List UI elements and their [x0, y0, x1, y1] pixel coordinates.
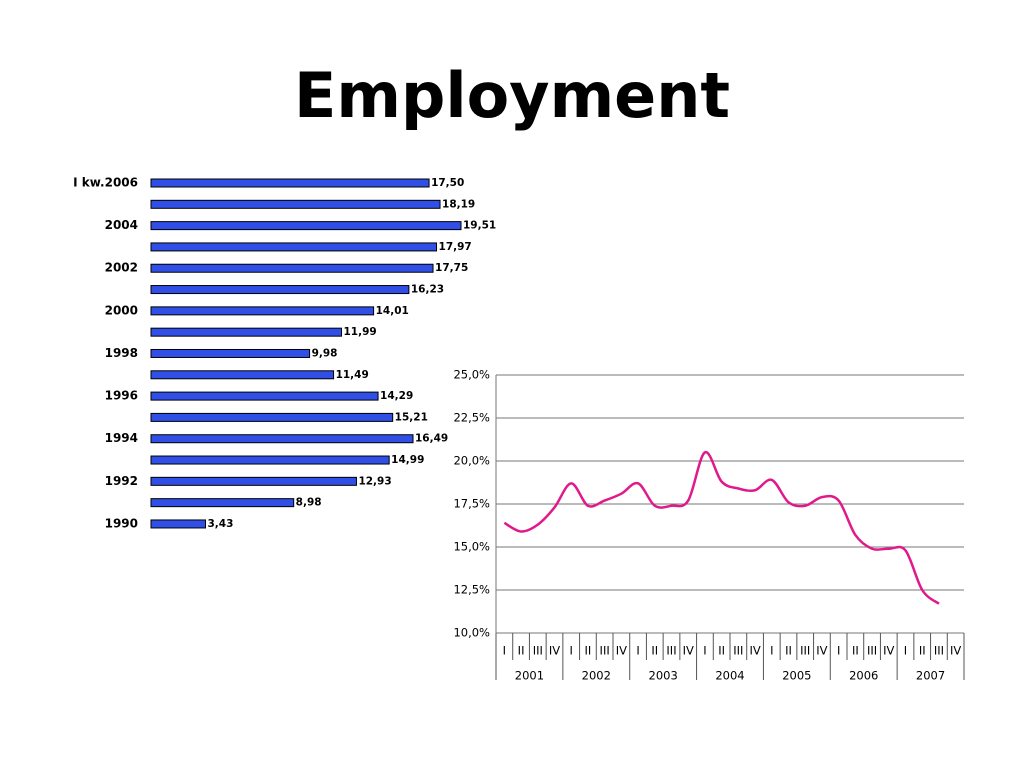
bar: [150, 199, 441, 209]
y-tick-label: 17,5%: [453, 497, 490, 511]
category-label: 1992: [105, 474, 138, 488]
bar: [150, 476, 357, 486]
x-tick-label: IV: [749, 644, 760, 658]
category-label: 1998: [105, 346, 138, 360]
x-tick-label: I: [703, 644, 706, 658]
category-label: I kw.2006: [73, 176, 138, 190]
x-tick-label: I: [570, 644, 573, 658]
x-tick-label: I: [837, 644, 840, 658]
value-label: 17,75: [435, 262, 468, 274]
bar: [150, 221, 462, 231]
year-label: 2001: [515, 669, 544, 683]
bar: [150, 370, 335, 380]
x-tick-label: II: [785, 644, 792, 658]
x-tick-label: IV: [883, 644, 894, 658]
category-label: 2002: [105, 261, 138, 275]
value-label: 17,50: [431, 177, 464, 189]
x-tick-label: III: [666, 644, 676, 658]
x-tick-label: II: [852, 644, 859, 658]
y-tick-label: 20,0%: [453, 454, 490, 468]
value-label: 9,98: [312, 347, 338, 359]
bar: [150, 263, 434, 273]
value-label: 15,21: [395, 411, 428, 423]
bar: [150, 327, 343, 337]
x-tick-label: III: [934, 644, 944, 658]
x-tick-label: II: [518, 644, 525, 658]
data-line: [503, 451, 940, 605]
bar: [150, 519, 207, 529]
x-tick-label: I: [770, 644, 773, 658]
x-tick-label: IV: [549, 644, 560, 658]
x-tick-label: II: [585, 644, 592, 658]
x-tick-label: III: [533, 644, 543, 658]
bar: [150, 498, 295, 508]
value-label: 14,29: [380, 390, 413, 402]
value-label: 16,49: [415, 433, 448, 445]
year-label: 2005: [782, 669, 811, 683]
y-tick-label: 22,5%: [453, 411, 490, 425]
year-label: 2007: [916, 669, 945, 683]
x-tick-label: IV: [950, 644, 961, 658]
x-tick-label: IV: [816, 644, 827, 658]
y-tick-label: 12,5%: [453, 583, 490, 597]
x-tick-label: II: [718, 644, 725, 658]
x-tick-label: II: [651, 644, 658, 658]
x-tick-label: I: [904, 644, 907, 658]
value-label: 18,19: [442, 198, 475, 210]
x-tick-label: III: [867, 644, 877, 658]
value-label: 14,99: [391, 454, 424, 466]
category-label: 1996: [105, 389, 138, 403]
y-tick-label: 10,0%: [453, 626, 490, 640]
value-label: 3,43: [208, 518, 234, 530]
x-tick-label: I: [636, 644, 639, 658]
bar: [150, 412, 394, 422]
x-tick-label: IV: [616, 644, 627, 658]
value-label: 14,01: [376, 305, 409, 317]
bar: [150, 178, 430, 188]
value-label: 8,98: [296, 497, 322, 509]
bar: [150, 242, 438, 252]
category-label: 2000: [105, 303, 138, 317]
year-label: 2003: [649, 669, 678, 683]
y-tick-label: 15,0%: [453, 540, 490, 554]
bar: [150, 285, 410, 295]
value-label: 17,97: [439, 241, 472, 253]
year-label: 2004: [715, 669, 744, 683]
y-tick-label: 25,0%: [453, 368, 490, 382]
value-label: 11,99: [344, 326, 377, 338]
year-label: 2002: [582, 669, 611, 683]
slide-title: Employment: [294, 59, 730, 132]
value-label: 12,93: [358, 475, 391, 487]
category-label: 1990: [105, 516, 138, 530]
x-tick-label: III: [800, 644, 810, 658]
bar: [150, 455, 390, 465]
category-label: 2004: [105, 218, 138, 232]
bar: [150, 348, 311, 358]
x-tick-label: I: [503, 644, 506, 658]
value-label: 11,49: [336, 369, 369, 381]
x-tick-label: III: [600, 644, 610, 658]
x-tick-label: III: [733, 644, 743, 658]
bar: [150, 391, 379, 401]
x-tick-label: II: [919, 644, 926, 658]
x-tick-label: IV: [683, 644, 694, 658]
value-label: 19,51: [463, 220, 496, 232]
year-label: 2006: [849, 669, 878, 683]
bar: [150, 306, 375, 316]
bar: [150, 434, 414, 444]
category-label: 1994: [105, 431, 138, 445]
value-label: 16,23: [411, 284, 444, 296]
